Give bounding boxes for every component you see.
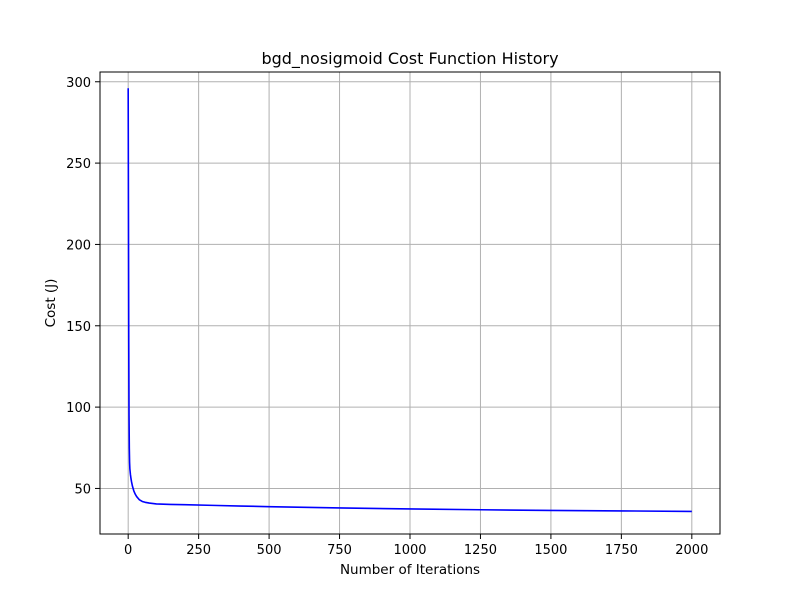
x-tick-label: 0 (124, 543, 132, 558)
x-axis-ticks: 0 250 500 750 1000 1250 1500 1750 2000 (124, 534, 708, 558)
x-tick-label: 250 (186, 543, 211, 558)
x-axis-label: Number of Iterations (340, 562, 480, 578)
cost-series-line (127, 88, 692, 513)
y-tick-label: 100 (66, 401, 91, 416)
y-tick-label: 200 (66, 238, 91, 253)
x-tick-label: 1000 (393, 543, 426, 558)
x-tick-label: 1500 (534, 543, 567, 558)
x-tick-label: 1250 (464, 543, 497, 558)
y-axis-ticks: 50 100 150 200 250 300 (66, 76, 100, 497)
x-tick-label: 500 (257, 543, 282, 558)
x-tick-label: 750 (327, 543, 352, 558)
x-tick-label: 1750 (605, 543, 638, 558)
y-tick-label: 150 (66, 320, 91, 335)
y-tick-label: 300 (66, 76, 91, 91)
y-axis-label: Cost (J) (43, 279, 59, 328)
chart-title: bgd_nosigmoid Cost Function History (261, 49, 558, 69)
y-tick-label: 250 (66, 157, 91, 172)
x-tick-label: 2000 (675, 543, 708, 558)
grid-lines (100, 72, 720, 534)
y-tick-label: 50 (74, 482, 91, 497)
data-series (127, 88, 692, 513)
